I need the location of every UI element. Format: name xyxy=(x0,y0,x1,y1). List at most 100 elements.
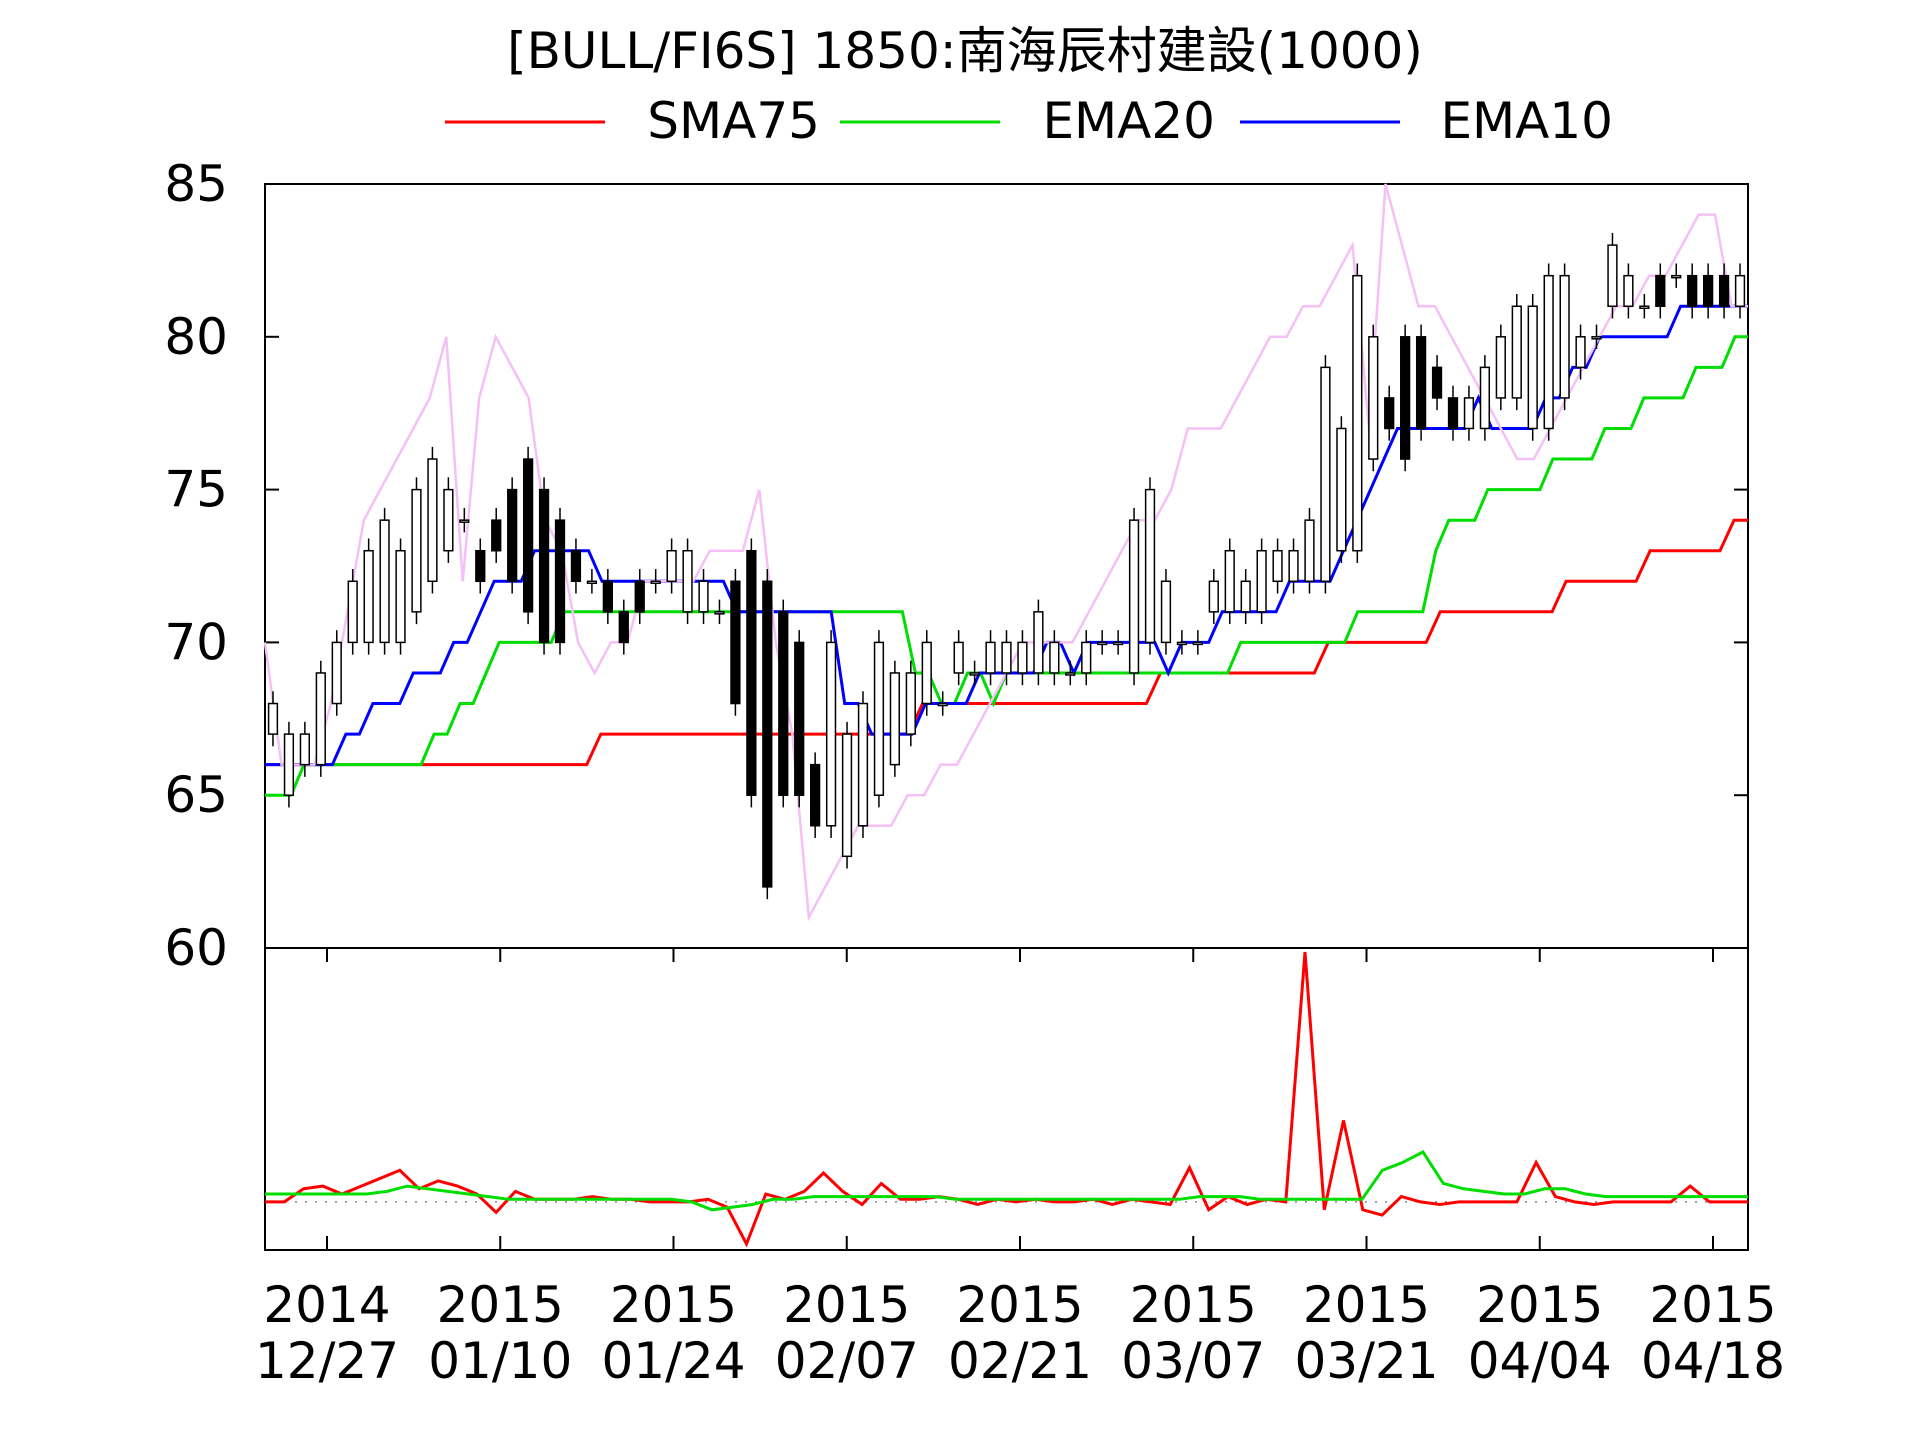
indicator-panel-frame xyxy=(264,947,1749,1251)
candle-body xyxy=(1144,488,1156,644)
candle-body xyxy=(714,611,725,615)
candle-body xyxy=(1033,611,1044,674)
candle-body xyxy=(1160,580,1172,644)
y-tick-label: 85 xyxy=(164,155,228,213)
candle-body xyxy=(1511,305,1522,399)
indicator-line-2 xyxy=(265,1149,1748,1212)
price-panel-frame xyxy=(264,183,1749,949)
candle-body xyxy=(602,580,613,613)
candle-body xyxy=(1320,366,1331,583)
candle-body xyxy=(1368,336,1379,460)
candle-body xyxy=(570,549,582,583)
candle-body xyxy=(1575,336,1586,369)
candle-body xyxy=(1240,580,1251,613)
candle-body xyxy=(1431,366,1443,399)
indicator-series xyxy=(265,951,1748,1248)
candle-body xyxy=(1734,274,1746,307)
legend: SMA75 EMA20 EMA10 xyxy=(445,92,1613,150)
candle-body xyxy=(953,641,964,674)
x-tick-year: 2015 xyxy=(1130,1276,1257,1334)
candle-body xyxy=(1097,641,1108,646)
x-tick-date: 02/07 xyxy=(775,1332,919,1390)
candle-body xyxy=(650,580,661,585)
y-tick-label: 65 xyxy=(164,766,228,824)
x-tick-year: 2015 xyxy=(610,1276,737,1334)
candle-body xyxy=(267,702,279,735)
x-tick-date: 12/27 xyxy=(255,1332,399,1390)
candle-body xyxy=(299,733,311,766)
y-tick-label: 70 xyxy=(164,613,228,671)
candle-body xyxy=(1702,274,1714,307)
candle-body xyxy=(969,672,980,676)
candle-body xyxy=(985,641,996,674)
indicator-panel xyxy=(264,947,1749,1251)
candle-body xyxy=(666,549,677,583)
candle-body xyxy=(937,702,948,707)
candle-body xyxy=(1479,366,1491,430)
candle-body xyxy=(331,641,342,705)
x-tick-date: 03/21 xyxy=(1294,1332,1438,1390)
candle-body xyxy=(682,549,693,613)
candle-body xyxy=(1128,519,1140,674)
legend-label-ema20: EMA20 xyxy=(1042,92,1215,150)
y-tick-label: 60 xyxy=(164,919,228,977)
chart-title: [BULL/FI6S] 1850:南海辰村建設(1000) xyxy=(507,22,1423,80)
candle-body xyxy=(427,458,438,583)
legend-label-ema10: EMA10 xyxy=(1440,92,1613,150)
candle-body xyxy=(347,580,358,644)
candlesticks xyxy=(267,232,1746,900)
y-tick-label: 80 xyxy=(164,308,228,366)
x-tick-date: 03/07 xyxy=(1121,1332,1265,1390)
candle-body xyxy=(1671,274,1682,279)
candle-body xyxy=(778,611,789,796)
candle-body xyxy=(1463,397,1475,430)
candle-body xyxy=(1112,641,1124,646)
candle-body xyxy=(1065,672,1076,676)
candle-body xyxy=(825,641,837,827)
x-tick-year: 2015 xyxy=(437,1276,564,1334)
candle-body xyxy=(395,549,406,644)
candle-body xyxy=(1607,244,1618,307)
candle-body xyxy=(522,458,534,613)
candle-body xyxy=(475,549,486,583)
candle-body xyxy=(1272,549,1283,583)
candle-body xyxy=(746,549,757,796)
x-tick-year: 2015 xyxy=(1649,1276,1776,1334)
candle-body xyxy=(1527,305,1538,430)
x-tick-year: 2014 xyxy=(263,1276,390,1334)
envelope-line xyxy=(263,183,1748,922)
candle-body xyxy=(1081,641,1092,674)
candle-body xyxy=(1559,274,1570,399)
candle-body xyxy=(1224,549,1235,613)
candle-body xyxy=(315,672,326,766)
x-tick-date: 02/21 xyxy=(948,1332,1092,1390)
candle-body xyxy=(283,733,295,796)
candle-body xyxy=(1400,336,1411,460)
candle-body xyxy=(1256,549,1267,613)
candle-body xyxy=(411,488,422,613)
candle-body xyxy=(1655,274,1666,307)
candle-body xyxy=(1001,641,1012,674)
candle-body xyxy=(889,672,901,766)
x-tick-date: 01/10 xyxy=(428,1332,572,1390)
candle-body xyxy=(1591,336,1602,340)
candle-body xyxy=(1304,519,1315,583)
candle-body xyxy=(905,672,916,735)
y-tick-label: 75 xyxy=(164,461,228,519)
candle-body xyxy=(1639,305,1650,309)
candle-body xyxy=(379,519,390,644)
candle-body xyxy=(1495,336,1506,399)
candle-body xyxy=(586,580,598,585)
x-tick-date: 04/04 xyxy=(1468,1332,1612,1390)
candle-body xyxy=(618,611,629,644)
x-tick-year: 2015 xyxy=(956,1276,1083,1334)
candle-body xyxy=(538,488,550,644)
candle-body xyxy=(363,549,374,644)
x-axis: 201412/27201501/10201501/24201502/072015… xyxy=(255,948,1785,1390)
candle-body xyxy=(1017,641,1028,674)
candle-body xyxy=(698,580,709,613)
x-tick-year: 2015 xyxy=(1303,1276,1430,1334)
price-series xyxy=(263,183,1748,922)
x-tick-date: 04/18 xyxy=(1641,1332,1785,1390)
